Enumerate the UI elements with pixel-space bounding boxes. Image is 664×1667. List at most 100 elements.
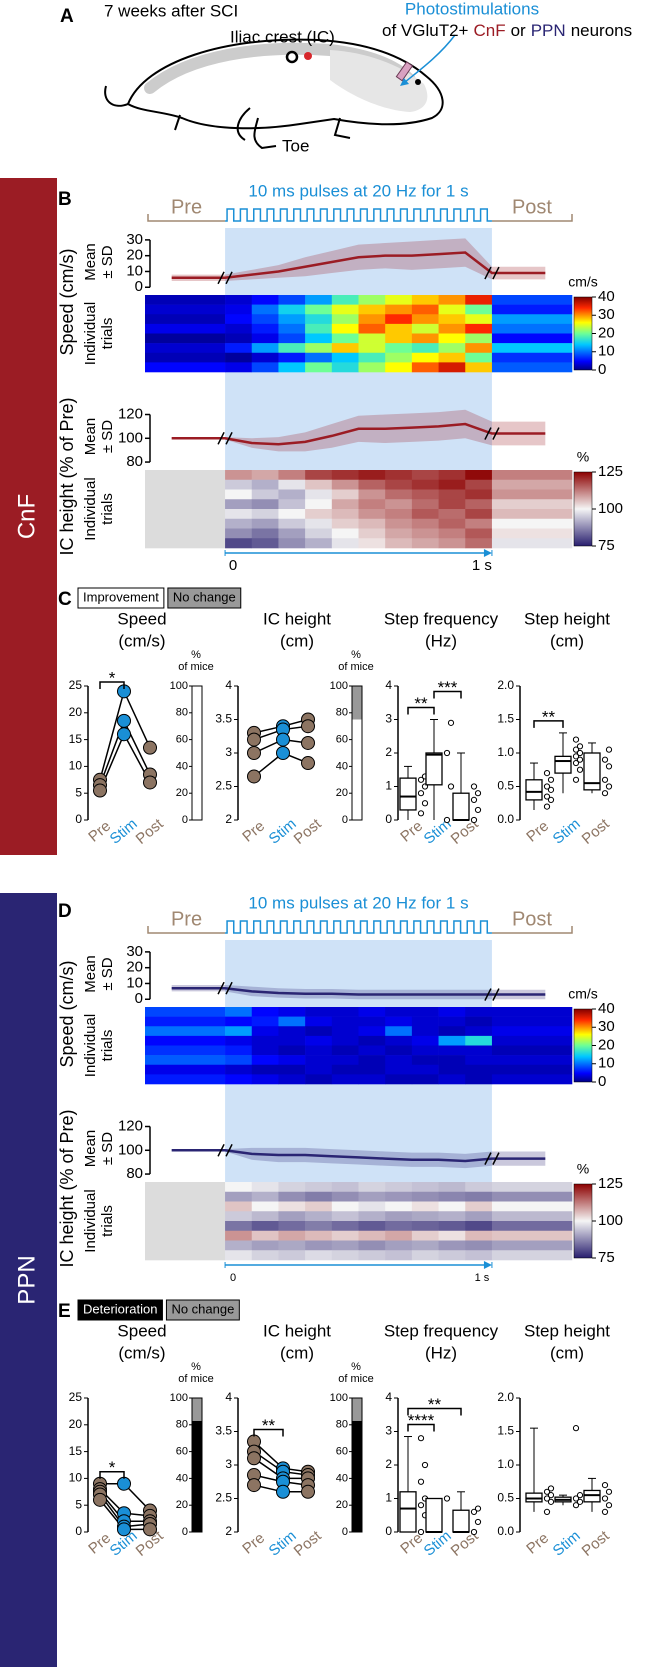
heat-cell (305, 1045, 333, 1056)
sig-bracket (99, 681, 125, 689)
colorbar (573, 296, 593, 371)
heat-cell (438, 1230, 466, 1241)
legend-label: No change (171, 1301, 234, 1316)
heat-cell (411, 509, 439, 520)
heat-cell (305, 518, 333, 529)
pct-title: % (191, 649, 201, 661)
no-data (145, 1191, 226, 1202)
heat-cell (225, 1055, 253, 1066)
pct-tick-label: 0 (182, 814, 188, 826)
heat-cell (385, 295, 413, 305)
photo-word: or (511, 21, 526, 40)
no-data (145, 538, 226, 549)
y-tick-label: 20 (69, 705, 83, 719)
heat-cell (358, 1201, 386, 1212)
heat-cell (225, 1211, 253, 1222)
pct-tick-label: 40 (336, 1472, 348, 1484)
heat-cell (385, 489, 413, 500)
heat-cell (331, 1055, 359, 1066)
colorbar-label: 0 (598, 1073, 606, 1090)
heat-cell (225, 343, 253, 354)
heat-cell (251, 343, 279, 354)
heat-cell (251, 1230, 279, 1241)
mouse-point (143, 1522, 157, 1537)
y-tick-label: 0 (135, 278, 143, 295)
y-tick-label: 2 (385, 1457, 392, 1471)
trial-point (443, 816, 451, 824)
heat-cell (465, 470, 493, 481)
trial-point (601, 790, 609, 797)
heat-cell (385, 1026, 413, 1037)
heat-cell (491, 1230, 573, 1241)
trial-point (421, 1461, 429, 1469)
arrow-head (400, 78, 409, 86)
heat-cell (465, 1074, 493, 1085)
heat-cell (465, 479, 493, 490)
heat-cell (411, 1045, 439, 1056)
heat-cell (305, 1240, 333, 1251)
y-tick-label: 0 (75, 812, 82, 826)
y-tick-label: 2 (225, 1524, 232, 1538)
sig-bracket (99, 1471, 125, 1479)
heat-cell (465, 362, 493, 373)
heat-cell (278, 333, 306, 344)
heat-cell (358, 352, 386, 363)
y-tick-label: 2.0 (497, 678, 514, 692)
category-label: Post (579, 815, 614, 848)
y-tick-label: 2.5 (215, 1491, 232, 1505)
category-label: Pre (239, 818, 268, 846)
photo-word: CnF (473, 21, 505, 40)
heat-cell (491, 314, 573, 325)
heat-cell (331, 1016, 359, 1027)
heat-cell (278, 479, 306, 490)
y-tick-label: 80 (126, 1165, 143, 1182)
heat-cell (225, 1191, 253, 1202)
heat-cell (331, 295, 359, 305)
plot-title: (cm) (550, 1343, 584, 1362)
heat-cell (278, 538, 306, 549)
heat-cell (305, 489, 333, 500)
trials-label: Individual (82, 1189, 99, 1252)
legend-box (77, 1299, 163, 1321)
plot-title: (cm) (550, 631, 584, 650)
heat-cell (411, 1026, 439, 1037)
heat-cell (331, 333, 359, 344)
trial-point (601, 756, 609, 763)
colorbar-label: 40 (598, 1000, 615, 1017)
heat-cell (251, 1007, 279, 1017)
heat-cell (438, 1026, 466, 1037)
y-tick-label: 1 (385, 779, 392, 793)
colorbar-label: 0 (598, 361, 606, 378)
heat-cell (145, 323, 226, 334)
heat-cell (438, 1055, 466, 1066)
trial-point (576, 756, 584, 763)
x-tick-label: 1 s (472, 557, 492, 574)
y-tick-label: 2 (225, 812, 232, 826)
y-tick-label: 10 (69, 759, 83, 773)
heat-cell (411, 518, 439, 529)
colorbar-label: 20 (598, 1036, 615, 1053)
heat-cell (305, 314, 333, 325)
heat-cell (305, 479, 333, 490)
heat-cell (491, 1007, 573, 1017)
trial-point (572, 736, 580, 743)
heat-cell (145, 362, 226, 373)
heat-cell (358, 528, 386, 539)
mouse-sketch (104, 34, 456, 150)
y-tick-label: 0.0 (497, 1524, 514, 1538)
plot-title: Step frequency (384, 609, 499, 628)
heat-cell (385, 1064, 413, 1075)
heat-cell (331, 1007, 359, 1017)
colorbar-unit: cm/s (568, 986, 598, 1002)
heat-cell (331, 1191, 359, 1202)
implant (395, 61, 414, 82)
pct-tick-label: 60 (176, 734, 188, 746)
heat-cell (465, 1035, 493, 1046)
pct-frame (191, 1397, 203, 1533)
x-tick-label: 1 s (475, 1272, 490, 1284)
y-tick-label: 1.5 (497, 1424, 514, 1438)
trial-point (572, 759, 580, 767)
pulse-train (225, 208, 492, 222)
heat-cell (251, 1191, 279, 1202)
heat-cell (491, 1240, 573, 1251)
